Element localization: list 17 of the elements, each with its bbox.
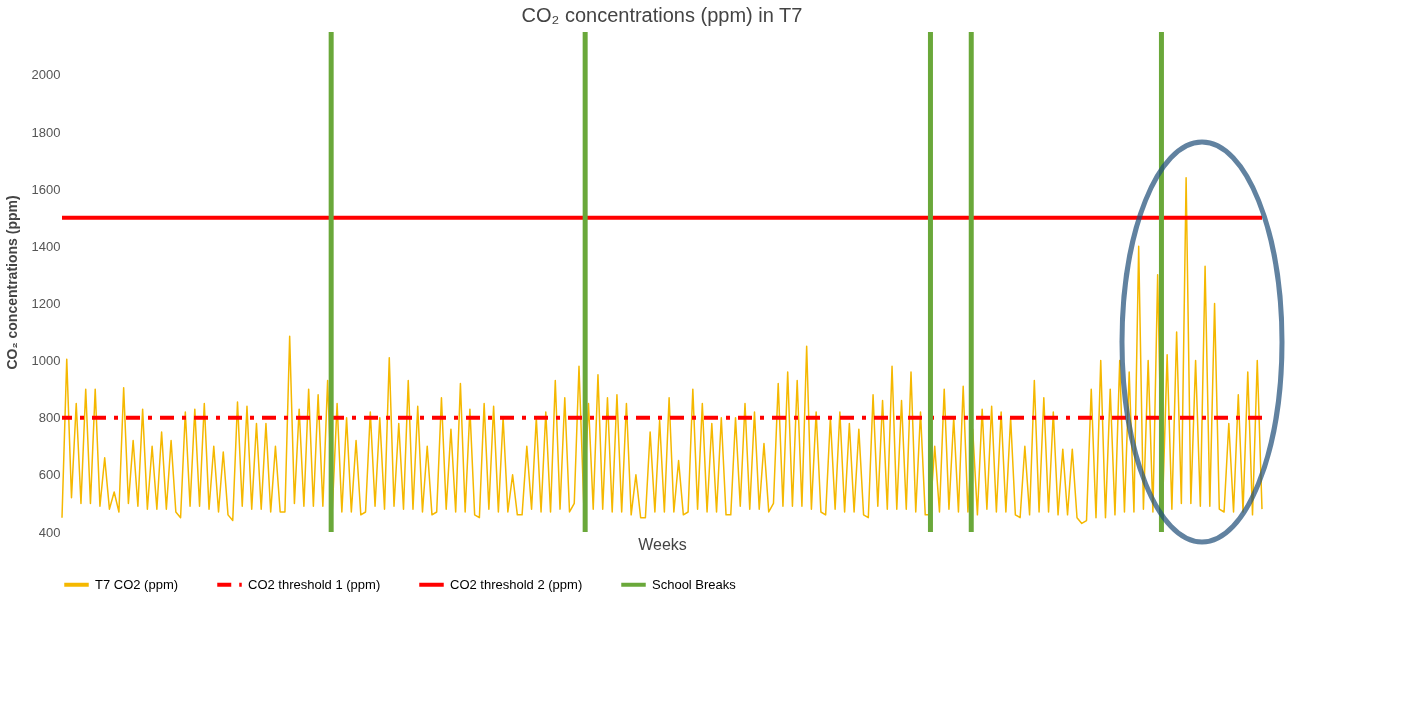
y-tick-label: 1800 xyxy=(31,124,61,140)
y-tick-label: 1200 xyxy=(31,295,61,311)
chart-title: CO₂ concentrations (ppm) in T7 xyxy=(521,3,803,26)
text: School Breaks xyxy=(652,576,736,592)
legend-label: CO2 threshold 1 (ppm) xyxy=(248,576,381,592)
y-tick-label: 600 xyxy=(38,467,61,483)
y-tick-label: 1000 xyxy=(31,353,61,369)
x-axis-title: Weeks xyxy=(638,535,687,553)
y-tick-label: 2000 xyxy=(31,67,61,83)
y-tick-label: 1600 xyxy=(31,181,61,197)
line-series xyxy=(61,176,1263,525)
legend-label: CO2 threshold 2 (ppm) xyxy=(450,576,583,592)
y-tick-label: 800 xyxy=(38,410,61,426)
y-axis-title: CO₂ concentrations (ppm) xyxy=(3,195,20,370)
y-tick-label: 400 xyxy=(38,524,61,540)
y-tick-label: 1400 xyxy=(31,238,61,254)
legend-label: T7 CO2 (ppm) xyxy=(95,576,179,592)
